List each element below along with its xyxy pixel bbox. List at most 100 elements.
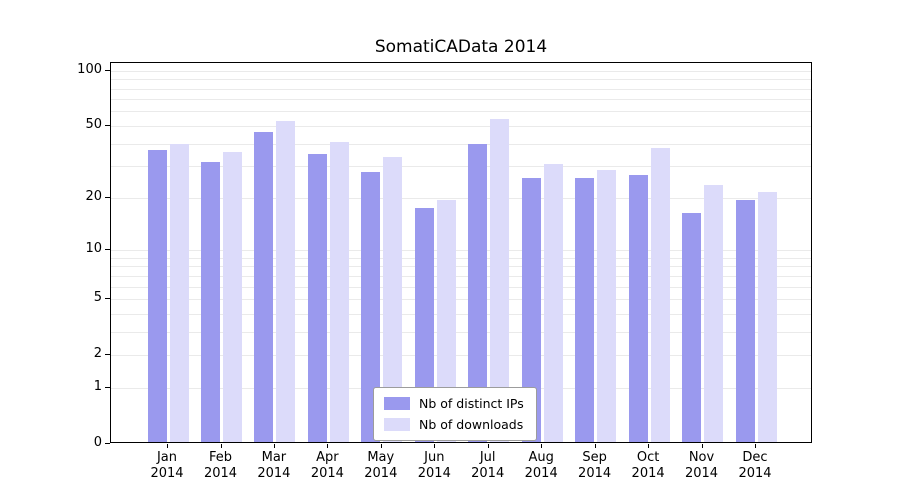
x-tick-year: 2014 [203,466,238,481]
y-tick-label: 10 [85,241,102,256]
x-tick-mark [701,444,703,448]
y-tick-label: 20 [85,188,102,204]
gridline [111,275,811,277]
x-tick-year: 2014 [150,466,184,481]
x-tick-month: Jul [479,450,496,465]
gridline [111,79,811,81]
bar-downloads [650,147,670,442]
x-tick-month: May [367,450,395,465]
x-tick-mark [167,444,168,448]
x-tick-year: 2014 [417,466,451,481]
x-tick-year: 2014 [471,466,505,481]
gridline [111,111,811,113]
x-tick-mark [273,444,275,448]
plot-area: Nb of distinct IPs Nb of downloads [110,62,812,443]
y-tick-label: 50 [85,116,102,132]
x-tick-label: Oct 2014 [620,450,676,482]
bar-downloads [329,141,349,442]
gridline [111,70,811,72]
gridline [111,313,811,315]
bar-downloads [383,156,403,442]
x-tick-mark [755,444,756,448]
gridline [111,166,811,168]
x-tick-month: Aug [528,450,554,465]
bar-distinct-ips [735,199,755,442]
x-tick-label: Dec 2014 [727,450,783,482]
gridline [111,355,811,357]
bar-distinct-ips [201,161,220,442]
y-tick-mark [105,298,110,299]
bar-distinct-ips [147,149,167,442]
legend-item-distinct-ips: Nb of distinct IPs [384,396,524,411]
gridline [111,99,811,101]
gridline [111,331,811,333]
x-tick-year: 2014 [257,466,291,481]
x-tick-mark [594,444,596,448]
x-tick-month: Sep [582,450,607,465]
bar-downloads [490,119,510,442]
y-tick-mark [105,69,110,71]
bar-distinct-ips [254,132,274,442]
x-tick-month: Apr [316,450,339,465]
y-tick-label: 0 [93,435,102,450]
x-tick-mark [487,444,489,448]
x-tick-year: 2014 [310,466,344,481]
x-tick-year: 2014 [578,466,612,481]
bar-distinct-ips [682,212,701,442]
bar-downloads [436,199,456,442]
y-tick-label: 1 [93,378,102,394]
bar-downloads [704,184,723,442]
y-tick-label: 100 [77,61,102,77]
x-tick-year: 2014 [684,466,719,481]
x-tick-label: Jan 2014 [139,450,195,482]
gridline [111,250,811,251]
x-tick-mark [648,444,650,448]
x-tick-year: 2014 [524,466,558,481]
legend-label-downloads: Nb of downloads [419,417,524,432]
bar-distinct-ips [575,178,595,442]
x-tick-month: Oct [636,450,660,465]
legend-swatch-downloads [384,418,410,431]
x-tick-label: Feb 2014 [193,450,249,482]
bar-downloads [169,143,189,442]
bar-downloads [757,191,777,442]
x-tick-mark [220,444,222,448]
bar-distinct-ips [361,172,381,442]
x-tick-month: Dec [742,450,768,465]
y-tick-label: 2 [93,346,102,362]
x-tick-month: Jun [424,450,445,465]
bar-downloads [543,164,563,442]
bar-distinct-ips [414,208,434,442]
gridline [111,286,811,288]
y-tick-mark [105,354,110,356]
x-tick-year: 2014 [738,466,772,481]
y-tick-mark [105,443,110,444]
x-tick-label: Nov 2014 [674,450,730,482]
legend-label-ips: Nb of distinct IPs [419,396,524,411]
x-tick-label: Jun 2014 [406,450,462,482]
bar-downloads [223,152,242,442]
legend: Nb of distinct IPs Nb of downloads [373,387,537,441]
bar-distinct-ips [468,143,488,442]
bar-distinct-ips [628,175,648,442]
y-tick-mark [105,249,110,250]
bar-distinct-ips [521,178,541,442]
gridline [111,143,811,145]
x-tick-month: Feb [208,450,233,465]
x-tick-month: Mar [261,450,287,465]
legend-swatch-ips [384,397,410,410]
x-tick-label: Aug 2014 [513,450,569,482]
x-tick-year: 2014 [364,466,398,481]
bar-downloads [597,169,617,442]
gridline [111,266,811,268]
x-tick-label: Mar 2014 [246,450,302,482]
y-tick-mark [105,196,110,198]
gridline [111,299,811,300]
gridline [111,257,811,259]
legend-item-downloads: Nb of downloads [384,417,524,432]
bar-downloads [276,120,296,442]
x-tick-label: Sep 2014 [567,450,623,482]
chart-title: SomatiCAData 2014 [374,37,548,57]
x-tick-label: Jul 2014 [460,450,516,482]
bar-distinct-ips [307,154,327,442]
